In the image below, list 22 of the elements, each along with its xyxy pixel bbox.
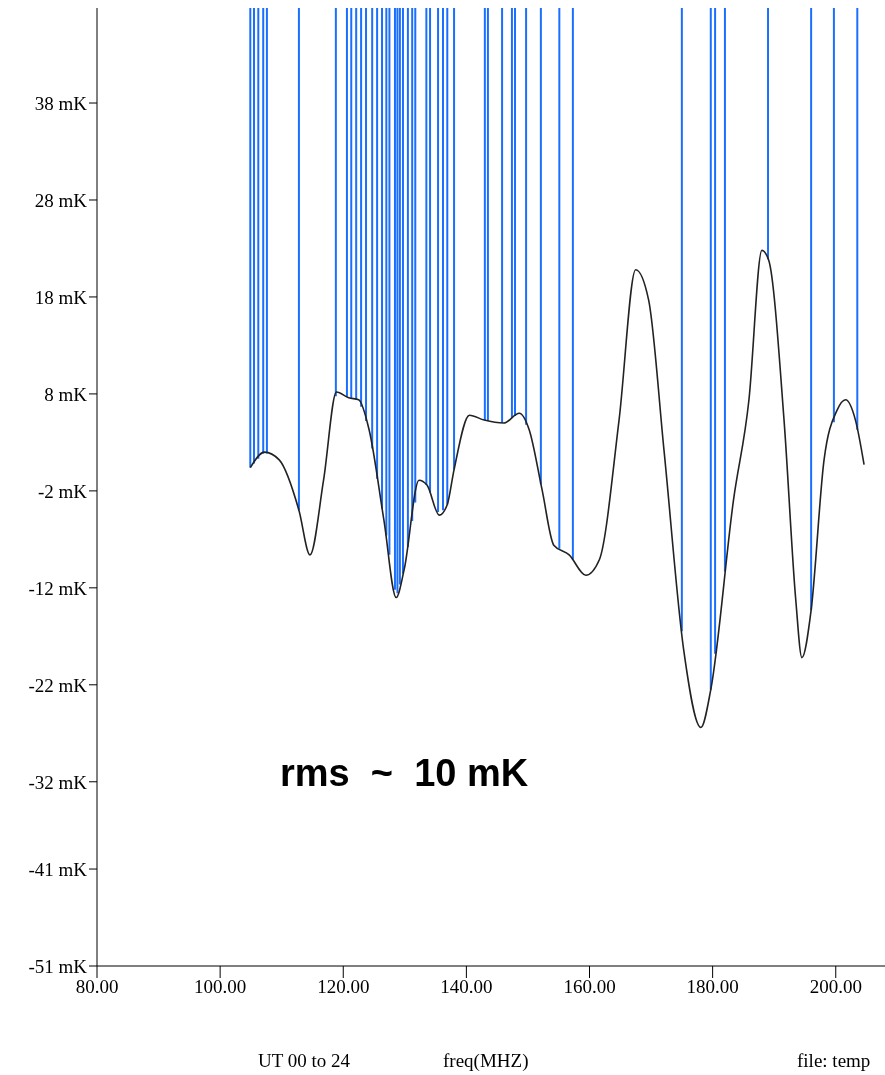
y-tick-label: -51 mK [28, 955, 88, 977]
y-tick-label: -22 mK [28, 674, 88, 696]
y-tick-label: 38 mK [34, 92, 88, 114]
x-tick-label: 180.00 [686, 976, 739, 998]
y-tick-label: 28 mK [34, 189, 88, 211]
x-tick-label: 120.00 [317, 976, 370, 998]
y-tick-label: 18 mK [34, 286, 88, 308]
y-tick-label: -2 mK [37, 480, 88, 502]
y-tick-label: -41 mK [28, 858, 88, 880]
x-tick-label: 100.00 [194, 976, 247, 998]
y-tick-label: -12 mK [28, 577, 88, 599]
x-tick-label: 200.00 [809, 976, 862, 998]
x-tick-label: 140.00 [440, 976, 493, 998]
text: UT 00 to 24 [258, 1050, 351, 1072]
y-tick-label: -32 mK [28, 771, 88, 793]
text: file: temp [797, 1050, 871, 1072]
y-tick-label: 8 mK [44, 383, 88, 405]
annotation: rms ~ 10 mK [280, 752, 529, 795]
line-series [249, 249, 865, 729]
x-tick-label: 80.00 [75, 976, 119, 998]
x-axis-title: freq(MHZ) [443, 1050, 529, 1072]
x-tick-label: 160.00 [563, 976, 616, 998]
